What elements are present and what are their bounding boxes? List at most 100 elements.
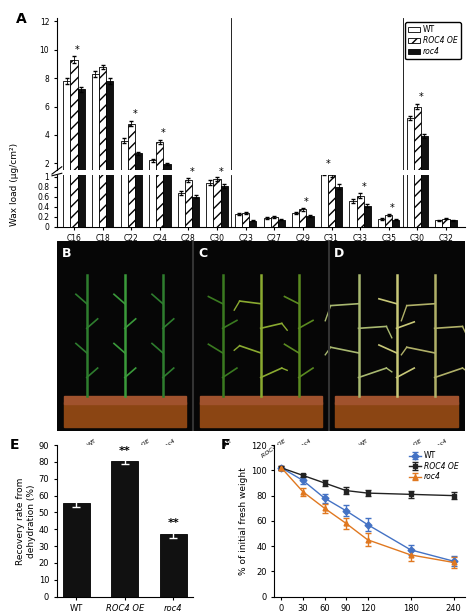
Bar [149,161,156,192]
Text: roc4: roc4 [163,438,177,450]
Bar [336,402,458,427]
Text: Fatty acids: Fatty acids [123,248,168,258]
Bar [328,241,465,430]
Bar [321,176,328,192]
Bar [242,213,249,226]
Bar [364,186,371,192]
Bar [364,206,371,226]
Legend: WT, ROC4 OE, roc4: WT, ROC4 OE, roc4 [405,22,461,59]
Bar [442,189,449,192]
Bar [242,188,249,192]
Text: Wax load (μg/cm²): Wax load (μg/cm²) [10,143,18,226]
Text: *: * [132,109,137,119]
Bar [200,397,322,404]
Bar [264,189,271,192]
Text: *: * [326,159,330,169]
Bar [278,220,285,226]
Text: roc4: roc4 [299,438,313,450]
Text: *: * [361,183,366,192]
Bar [128,124,135,192]
Bar [421,137,428,192]
Text: **: ** [119,446,131,456]
Bar [449,220,456,226]
Bar [185,180,192,226]
Bar [414,106,421,192]
Bar [392,220,400,226]
Bar [378,219,385,226]
Bar [111,461,138,597]
Bar [278,190,285,192]
Bar [407,0,414,226]
Text: ROC4 OE: ROC4 OE [125,438,151,459]
Text: Primary
alcohols: Primary alcohols [414,248,449,268]
Text: C: C [198,247,207,260]
Text: *: * [419,92,423,101]
Text: E: E [9,438,19,451]
Bar [221,186,228,226]
Bar [128,0,135,226]
Bar [235,214,242,226]
Bar [307,189,314,192]
Bar [385,188,392,192]
Bar [160,534,187,597]
Text: ROC4 OE: ROC4 OE [397,438,423,459]
Bar [407,118,414,192]
Bar [106,0,113,226]
Bar [213,178,221,192]
Bar [64,0,71,226]
Bar [92,0,99,226]
Bar [206,179,213,192]
Text: *: * [390,203,395,213]
Legend: WT, ROC4 OE, roc4: WT, ROC4 OE, roc4 [407,449,461,483]
Bar [71,0,78,226]
Bar [71,60,78,192]
Bar [235,188,242,192]
Bar [264,218,271,226]
Bar [335,180,342,192]
Bar [57,241,193,430]
Bar [64,397,186,404]
Text: Alkanes: Alkanes [301,248,334,258]
Bar [192,197,199,226]
Bar [414,0,421,226]
Text: A: A [16,12,27,26]
Bar [178,182,185,192]
Bar [335,187,342,226]
Bar [164,130,171,226]
Bar [106,81,113,192]
Text: WT: WT [358,438,370,448]
Bar [156,53,164,226]
Text: *: * [304,197,309,207]
Text: F: F [221,438,230,451]
Bar [120,141,128,192]
Bar [206,183,213,226]
Bar [213,180,221,226]
Bar [193,241,328,430]
Bar [78,0,85,226]
Bar [299,209,307,226]
Bar [249,190,256,192]
Text: roc4: roc4 [435,438,449,450]
Text: WT: WT [87,438,98,448]
Bar [156,142,164,192]
Bar [349,201,356,226]
Bar [292,213,299,226]
Text: *: * [190,167,194,178]
Bar [435,220,442,226]
Bar [271,189,278,192]
Bar [349,184,356,192]
Bar [249,221,256,226]
Bar [78,89,85,192]
Text: *: * [75,46,80,55]
Bar [307,216,314,226]
Text: WT: WT [223,438,234,448]
Bar [356,183,364,192]
Bar [385,215,392,226]
Bar [99,67,106,192]
Bar [449,190,456,192]
Bar [99,0,106,226]
Bar [164,164,171,192]
Bar [321,172,328,226]
Bar [64,81,71,192]
Bar [135,93,142,226]
